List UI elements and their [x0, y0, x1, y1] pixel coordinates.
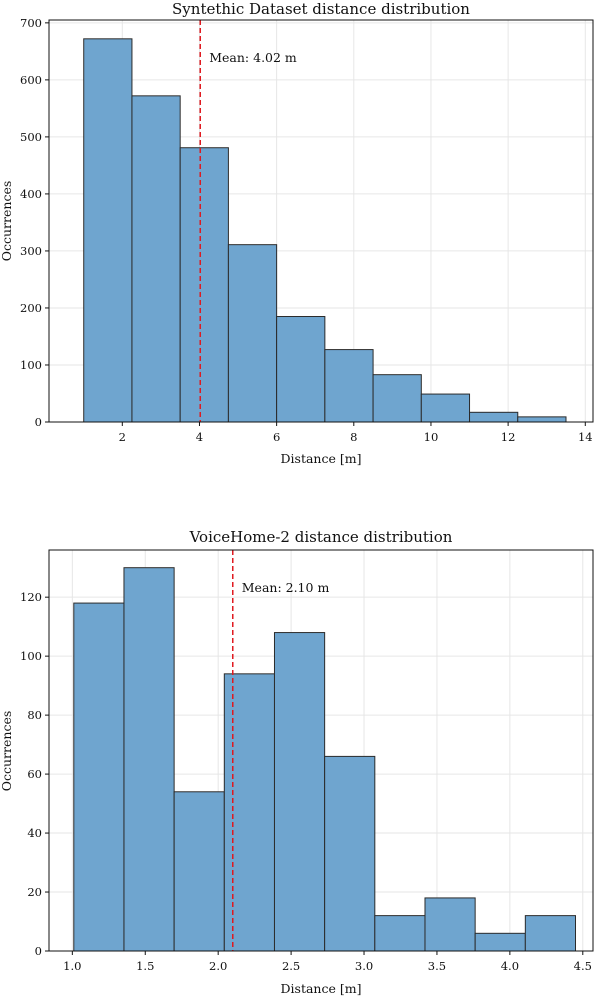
y-axis-label: Occurrences — [0, 711, 14, 792]
y-tick-label: 300 — [20, 244, 42, 258]
x-tick-label: 2.5 — [282, 959, 300, 973]
chart-title: VoiceHome-2 distance distribution — [189, 528, 453, 546]
histogram-bar — [420, 393, 471, 423]
x-tick-label: 14 — [578, 430, 593, 444]
x-tick-label: 2 — [119, 430, 126, 444]
plot-frame — [48, 549, 594, 952]
histogram-bar — [517, 416, 567, 423]
histogram-bar — [276, 316, 326, 423]
y-tick-label: 20 — [27, 885, 42, 899]
histogram-bar — [374, 915, 426, 952]
histogram-bar — [324, 349, 374, 423]
y-tick-label: 600 — [20, 73, 42, 87]
x-tick-label: 4 — [196, 430, 203, 444]
plot-frame — [48, 19, 594, 423]
histogram-bar — [223, 673, 275, 952]
synthetic-distance-histogram: Syntethic Dataset distance distribution … — [0, 0, 594, 466]
histogram-bar — [131, 95, 181, 423]
y-tick-label: 100 — [20, 358, 42, 372]
histogram-bar — [469, 411, 519, 423]
histogram-bar — [227, 244, 278, 423]
chart-title: Syntethic Dataset distance distribution — [172, 0, 470, 18]
y-tick-label: 120 — [20, 590, 42, 604]
x-tick-label: 3.0 — [355, 959, 373, 973]
x-tick-label: 6 — [273, 430, 280, 444]
y-axis-label: Occurrences — [0, 181, 14, 262]
y-tick-label: 0 — [35, 415, 42, 429]
histogram-bar — [83, 38, 133, 423]
y-tick-label: 80 — [27, 708, 42, 722]
histogram-bar — [173, 791, 225, 952]
histogram-bar — [273, 632, 326, 952]
y-tick-label: 60 — [27, 767, 42, 781]
x-tick-label: 3.5 — [428, 959, 446, 973]
y-tick-label: 700 — [20, 16, 42, 30]
y-tick-label: 500 — [20, 130, 42, 144]
histogram-bar — [372, 374, 422, 423]
x-axis-label: Distance [m] — [281, 981, 362, 996]
mean-annotation: Mean: 2.10 m — [242, 580, 330, 595]
y-tick-label: 100 — [20, 649, 42, 663]
x-tick-label: 1.5 — [136, 959, 154, 973]
histogram-bar — [179, 147, 229, 423]
mean-annotation: Mean: 4.02 m — [209, 50, 297, 65]
x-tick-label: 10 — [424, 430, 439, 444]
histogram-bar — [424, 897, 476, 952]
y-tick-label: 40 — [27, 826, 42, 840]
x-axis-label: Distance [m] — [281, 451, 362, 466]
x-tick-label: 2.0 — [209, 959, 227, 973]
voicehome-distance-histogram: VoiceHome-2 distance distribution Distan… — [0, 528, 594, 996]
y-tick-label: 400 — [20, 187, 42, 201]
histogram-bar — [324, 755, 376, 952]
x-tick-label: 1.0 — [63, 959, 81, 973]
x-tick-label: 4.0 — [501, 959, 519, 973]
histogram-bar — [73, 602, 125, 952]
histogram-bar — [123, 567, 175, 952]
y-tick-label: 200 — [20, 301, 42, 315]
x-tick-label: 8 — [350, 430, 357, 444]
x-tick-label: 12 — [501, 430, 516, 444]
x-tick-label: 4.5 — [574, 959, 592, 973]
histogram-bar — [474, 932, 526, 952]
histogram-bar — [524, 915, 576, 952]
y-tick-label: 0 — [35, 944, 42, 958]
